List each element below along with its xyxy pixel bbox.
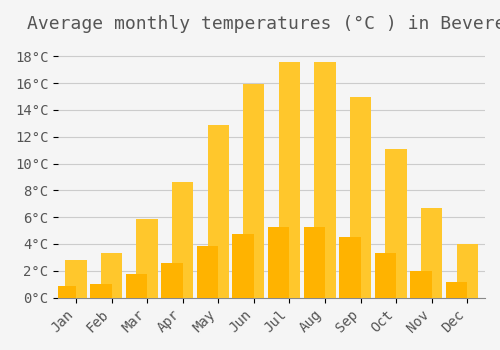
Bar [243, 84, 264, 298]
Bar [90, 284, 112, 298]
Bar [304, 227, 325, 298]
Bar [66, 260, 86, 298]
Bar [162, 263, 182, 298]
Bar [101, 253, 122, 298]
Bar [314, 62, 336, 298]
Bar [136, 218, 158, 298]
Bar [208, 125, 229, 298]
Bar [172, 182, 194, 298]
Bar [386, 149, 407, 298]
Title: Average monthly temperatures (°C ) in Beveren: Average monthly temperatures (°C ) in Be… [27, 15, 500, 33]
Bar [421, 208, 442, 298]
Bar [374, 253, 396, 298]
Bar [54, 286, 76, 297]
Bar [268, 227, 289, 298]
Bar [278, 62, 300, 298]
Bar [456, 244, 478, 298]
Bar [410, 271, 432, 298]
Bar [446, 281, 467, 298]
Bar [197, 246, 218, 298]
Bar [350, 97, 371, 298]
Bar [126, 274, 147, 298]
Bar [339, 237, 360, 298]
Bar [232, 234, 254, 298]
